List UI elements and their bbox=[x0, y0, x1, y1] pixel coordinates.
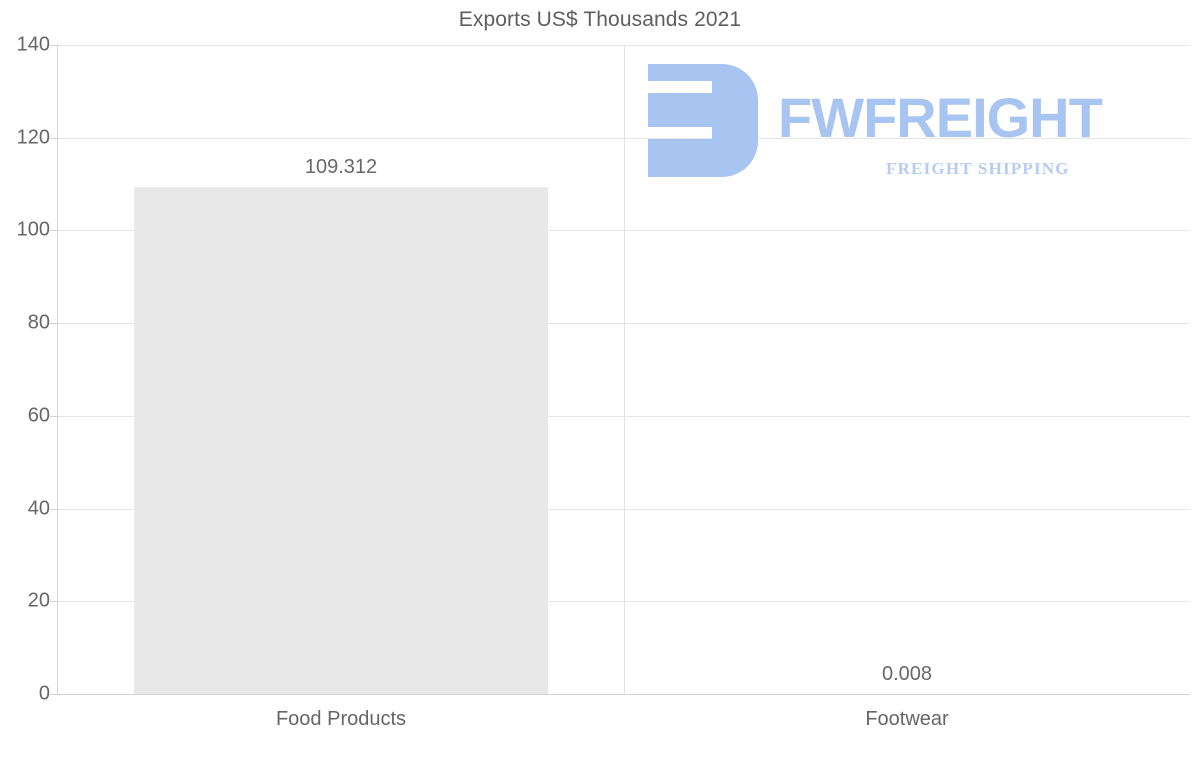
y-axis-tick bbox=[50, 694, 58, 695]
x-axis-category-label: Footwear bbox=[865, 708, 949, 730]
y-axis-tick-label: 120 bbox=[16, 126, 50, 149]
y-axis-tick-label: 40 bbox=[27, 497, 50, 520]
y-axis-tick-label: 100 bbox=[16, 218, 50, 241]
y-axis-labels: 0 20 40 60 80 100 120 140 bbox=[0, 0, 50, 763]
y-axis-tick-label: 80 bbox=[27, 311, 50, 334]
bar-value-label: 109.312 bbox=[304, 156, 378, 179]
y-axis-tick bbox=[50, 230, 58, 232]
gridline bbox=[58, 694, 1190, 695]
y-axis-tick bbox=[50, 137, 58, 139]
y-axis-tick bbox=[50, 601, 58, 603]
x-axis-category-label: Food Products bbox=[275, 708, 407, 730]
y-axis-tick-label: 20 bbox=[27, 589, 50, 612]
bar-value-label: 0.008 bbox=[881, 662, 933, 685]
y-axis-tick bbox=[50, 415, 58, 417]
y-axis-tick-label: 140 bbox=[16, 33, 50, 56]
y-axis-line bbox=[57, 45, 58, 695]
plot-area bbox=[58, 45, 1190, 695]
y-axis-tick bbox=[50, 323, 58, 325]
y-axis-tick bbox=[50, 45, 58, 46]
y-axis-tick-label: 0 bbox=[38, 682, 50, 705]
chart-title: Exports US$ Thousands 2021 bbox=[458, 8, 742, 31]
category-separator bbox=[624, 45, 625, 694]
y-axis-tick-label: 60 bbox=[27, 404, 50, 427]
y-axis-tick bbox=[50, 508, 58, 510]
bar[interactable] bbox=[133, 187, 549, 694]
